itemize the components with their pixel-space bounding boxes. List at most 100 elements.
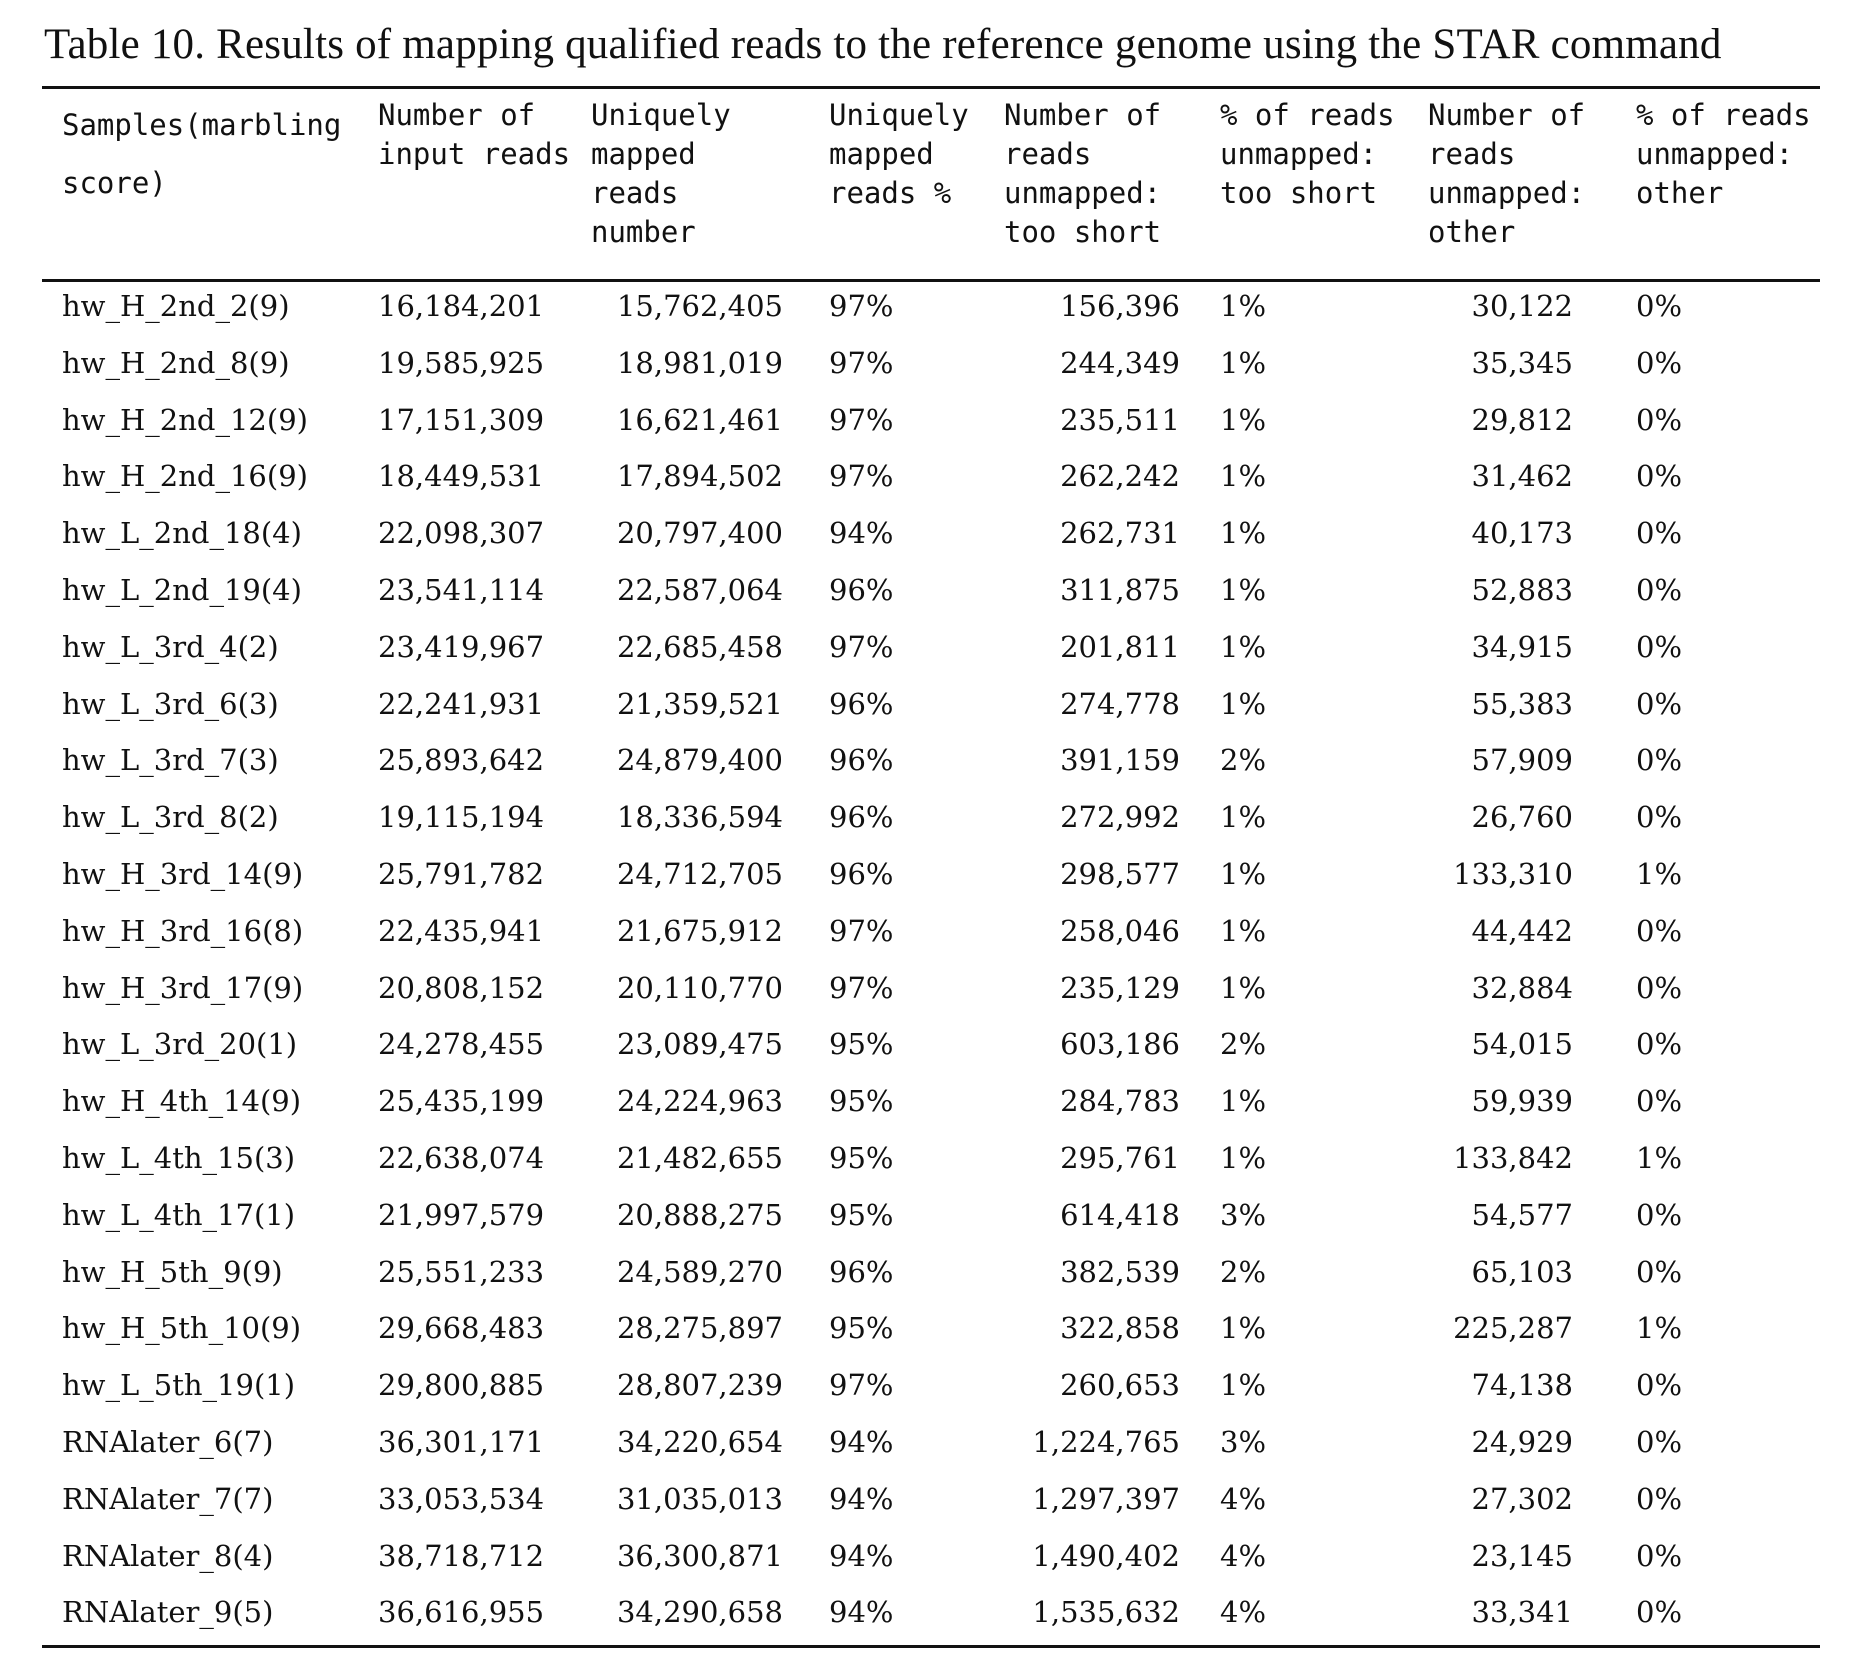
cell-unique-percent: 95% [829, 1027, 894, 1061]
cell-too-short-number: 311,875 [1060, 573, 1180, 607]
cell-too-short-number: 258,046 [1060, 914, 1180, 948]
cell-sample: hw_L_3rd_8(2) [62, 800, 279, 834]
cell-other-percent: 0% [1636, 573, 1683, 607]
cell-unique-percent: 97% [829, 346, 894, 380]
cell-unique-number: 22,587,064 [616, 573, 783, 607]
cell-other-number: 133,842 [1453, 1141, 1573, 1175]
cell-sample: RNAlater_9(5) [62, 1595, 274, 1629]
cell-other-number: 54,577 [1471, 1198, 1573, 1232]
cell-other-percent: 1% [1636, 857, 1683, 891]
cell-sample: hw_H_3rd_16(8) [62, 914, 304, 948]
cell-sample: hw_H_2nd_8(9) [62, 346, 290, 380]
bottom-rule [42, 1645, 1820, 1648]
cell-unique-percent: 96% [829, 687, 894, 721]
cell-too-short-number: 244,349 [1060, 346, 1180, 380]
cell-too-short-percent: 1% [1220, 346, 1267, 380]
cell-unique-percent: 96% [829, 857, 894, 891]
cell-input-reads: 36,616,955 [378, 1595, 545, 1629]
cell-too-short-number: 614,418 [1060, 1198, 1180, 1232]
cell-unique-number: 24,712,705 [616, 857, 783, 891]
cell-unique-percent: 95% [829, 1141, 894, 1175]
column-header-input-reads: Number of input reads [378, 98, 571, 171]
cell-unique-number: 21,482,655 [616, 1141, 783, 1175]
cell-sample: hw_L_3rd_6(3) [62, 687, 279, 721]
cell-unique-number: 21,359,521 [616, 687, 783, 721]
cell-sample: hw_L_3rd_7(3) [62, 743, 279, 777]
cell-unique-number: 34,220,654 [616, 1425, 783, 1459]
cell-other-percent: 0% [1636, 971, 1683, 1005]
cell-too-short-percent: 1% [1220, 687, 1267, 721]
cell-other-number: 57,909 [1471, 743, 1573, 777]
cell-other-number: 44,442 [1471, 914, 1573, 948]
cell-other-number: 55,383 [1471, 687, 1573, 721]
cell-too-short-percent: 2% [1220, 1255, 1267, 1289]
cell-too-short-percent: 1% [1220, 289, 1267, 323]
cell-sample: hw_H_2nd_2(9) [62, 289, 290, 323]
cell-too-short-percent: 1% [1220, 1368, 1267, 1402]
cell-other-number: 34,915 [1471, 630, 1573, 664]
cell-other-percent: 0% [1636, 1198, 1683, 1232]
cell-other-percent: 0% [1636, 1084, 1683, 1118]
cell-input-reads: 25,791,782 [378, 857, 545, 891]
cell-unique-number: 15,762,405 [616, 289, 783, 323]
cell-sample: hw_L_4th_15(3) [62, 1141, 296, 1175]
cell-unique-percent: 97% [829, 403, 894, 437]
cell-too-short-number: 272,992 [1060, 800, 1180, 834]
column-header-other-percent: % of reads unmapped: other [1636, 98, 1811, 210]
cell-other-percent: 1% [1636, 1311, 1683, 1345]
cell-unique-percent: 97% [829, 971, 894, 1005]
cell-unique-number: 20,110,770 [616, 971, 783, 1005]
cell-other-number: 40,173 [1471, 516, 1573, 550]
cell-input-reads: 19,585,925 [378, 346, 545, 380]
cell-sample: hw_H_5th_9(9) [62, 1255, 283, 1289]
cell-input-reads: 29,800,885 [378, 1368, 545, 1402]
cell-too-short-number: 391,159 [1060, 743, 1180, 777]
cell-unique-number: 24,589,270 [616, 1255, 783, 1289]
cell-other-number: 29,812 [1471, 403, 1573, 437]
cell-sample: hw_H_5th_10(9) [62, 1311, 302, 1345]
cell-too-short-percent: 1% [1220, 800, 1267, 834]
cell-unique-percent: 96% [829, 743, 894, 777]
cell-other-percent: 0% [1636, 800, 1683, 834]
cell-unique-number: 23,089,475 [616, 1027, 783, 1061]
cell-input-reads: 19,115,194 [378, 800, 545, 834]
cell-other-percent: 0% [1636, 289, 1683, 323]
cell-other-percent: 0% [1636, 1595, 1683, 1629]
cell-too-short-percent: 1% [1220, 971, 1267, 1005]
cell-unique-number: 24,879,400 [616, 743, 783, 777]
column-header-unique-number: Uniquely mapped reads number [591, 98, 731, 249]
cell-other-percent: 0% [1636, 516, 1683, 550]
cell-too-short-percent: 1% [1220, 857, 1267, 891]
cell-input-reads: 29,668,483 [378, 1311, 545, 1345]
cell-too-short-percent: 1% [1220, 573, 1267, 607]
cell-unique-percent: 94% [829, 1539, 894, 1573]
cell-other-number: 23,145 [1471, 1539, 1573, 1573]
cell-input-reads: 20,808,152 [378, 971, 545, 1005]
cell-unique-number: 22,685,458 [616, 630, 783, 664]
cell-input-reads: 22,241,931 [378, 687, 545, 721]
cell-input-reads: 24,278,455 [378, 1027, 545, 1061]
cell-unique-number: 16,621,461 [616, 403, 783, 437]
cell-other-percent: 0% [1636, 346, 1683, 380]
column-header-samples: Samples(marbling score) [62, 108, 342, 200]
table-caption: Table 10. Results of mapping qualified r… [44, 21, 1722, 68]
cell-other-percent: 0% [1636, 1539, 1683, 1573]
cell-other-number: 32,884 [1471, 971, 1573, 1005]
cell-input-reads: 33,053,534 [378, 1482, 545, 1516]
cell-sample: hw_H_2nd_16(9) [62, 459, 308, 493]
cell-too-short-number: 295,761 [1060, 1141, 1180, 1175]
cell-other-number: 59,939 [1471, 1084, 1573, 1118]
cell-input-reads: 16,184,201 [378, 289, 545, 323]
cell-too-short-percent: 4% [1220, 1482, 1267, 1516]
header-rule [42, 279, 1820, 282]
cell-unique-number: 28,275,897 [616, 1311, 783, 1345]
cell-other-percent: 0% [1636, 1027, 1683, 1061]
cell-unique-number: 21,675,912 [616, 914, 783, 948]
cell-unique-percent: 97% [829, 459, 894, 493]
cell-sample: hw_L_2nd_19(4) [62, 573, 302, 607]
cell-too-short-percent: 4% [1220, 1539, 1267, 1573]
cell-sample: hw_L_3rd_20(1) [62, 1027, 298, 1061]
column-header-too-short-percent: % of reads unmapped: too short [1220, 98, 1395, 210]
cell-unique-percent: 94% [829, 1425, 894, 1459]
cell-unique-number: 17,894,502 [616, 459, 783, 493]
